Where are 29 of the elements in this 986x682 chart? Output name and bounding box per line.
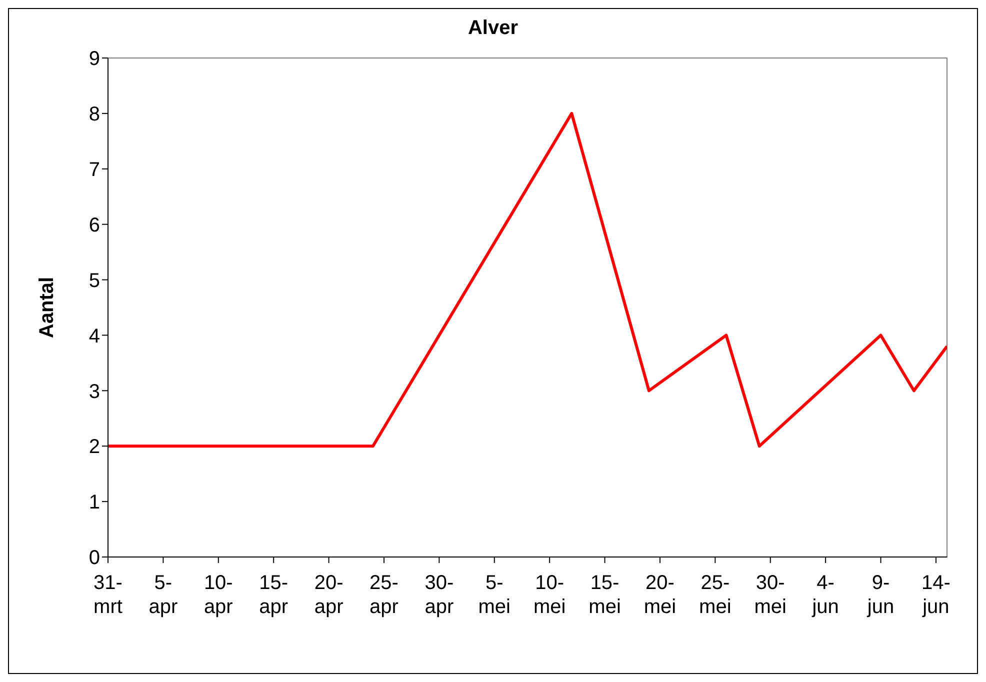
- y-tick-label: 5: [88, 270, 100, 292]
- y-tick-label: 9: [88, 48, 100, 70]
- y-tick-label: 0: [88, 547, 100, 570]
- y-tick-label: 1: [88, 492, 100, 514]
- y-tick-label: 7: [88, 158, 100, 181]
- x-tick-label: 15-apr: [259, 572, 288, 618]
- x-tick-label: 20-apr: [314, 572, 344, 618]
- x-tick-label: 15-mei: [588, 572, 621, 618]
- y-axis-title: Aantal: [36, 276, 58, 338]
- line-series: [108, 112, 947, 448]
- x-tick-label: 30-mei: [754, 572, 786, 618]
- y-tick-label: 8: [88, 104, 100, 126]
- x-tick-label: 20-mei: [644, 572, 676, 618]
- x-tick-label: 5-mei: [478, 572, 510, 618]
- y-tick-label: 4: [88, 325, 100, 348]
- x-tick-label: 5-apr: [148, 572, 178, 618]
- x-tick-label: 4-jun: [811, 572, 839, 618]
- x-tick-label: 25-mei: [699, 572, 732, 618]
- x-tick-label: 10-apr: [204, 572, 234, 618]
- chart-title: Alver: [466, 17, 520, 40]
- y-tick-label: 6: [88, 214, 100, 236]
- x-tick-label: 10-mei: [533, 572, 566, 618]
- x-tick-label: 31-mrt: [94, 572, 123, 618]
- x-tick-label: 14-jun: [922, 572, 950, 618]
- y-tick-label: 3: [88, 380, 100, 403]
- x-tick-label: 9-jun: [866, 572, 894, 618]
- x-tick-label: 30-apr: [424, 572, 454, 618]
- y-tick-label: 2: [88, 436, 100, 458]
- x-tick-label: 25-apr: [370, 572, 399, 618]
